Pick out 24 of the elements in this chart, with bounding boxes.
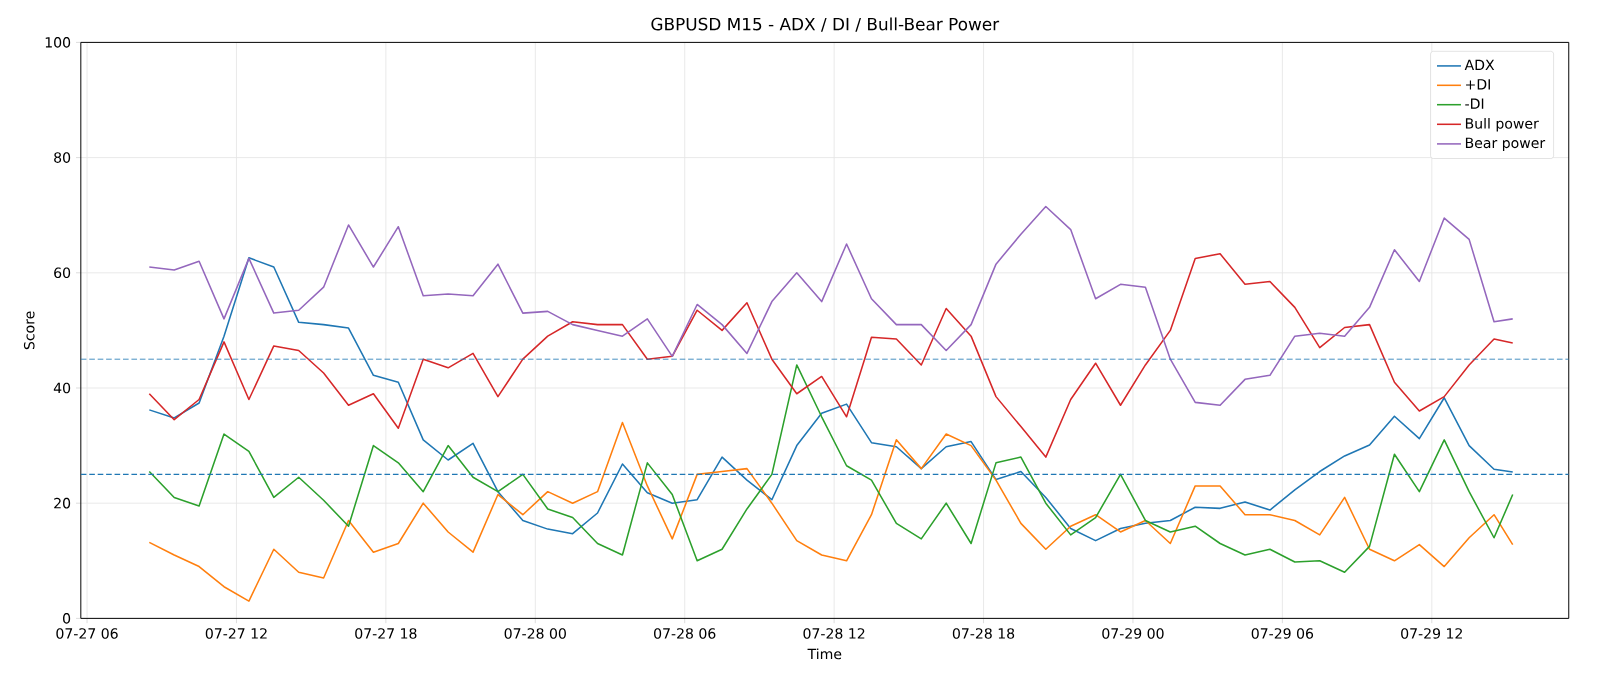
chart-title: GBPUSD M15 - ADX / DI / Bull-Bear Power [651, 17, 1000, 32]
legend-label: +DI [1466, 79, 1490, 90]
x-tick-label: 07-28 00 [504, 628, 566, 639]
x-tick-label: 07-29 12 [1401, 628, 1462, 639]
y-axis-title: Score [23, 311, 35, 350]
x-tick-label: 07-29 06 [1251, 628, 1314, 639]
legend-label: Bull power [1465, 117, 1539, 132]
legend-label: ADX [1464, 59, 1495, 70]
y-tick-label: 20 [54, 497, 71, 509]
x-tick-label: 07-27 12 [205, 628, 267, 639]
y-tick-label: 100 [45, 37, 71, 48]
x-tick-label: 07-27 18 [355, 628, 417, 639]
y-tick-label: 40 [53, 382, 71, 394]
x-tick-label: 07-28 18 [952, 628, 1015, 639]
x-axis-title: Time [807, 648, 842, 660]
legend-label: -DI [1465, 98, 1484, 109]
y-tick-label: 0 [63, 613, 71, 624]
y-tick-label: 80 [54, 152, 71, 163]
x-tick-label: 07-28 06 [654, 628, 716, 639]
x-tick-label: 07-28 12 [803, 628, 865, 639]
y-tick-label: 60 [54, 267, 71, 279]
x-tick-label: 07-29 00 [1102, 628, 1164, 639]
x-tick-label: 07-27 06 [56, 628, 118, 639]
legend-label: Bear power [1465, 137, 1546, 151]
